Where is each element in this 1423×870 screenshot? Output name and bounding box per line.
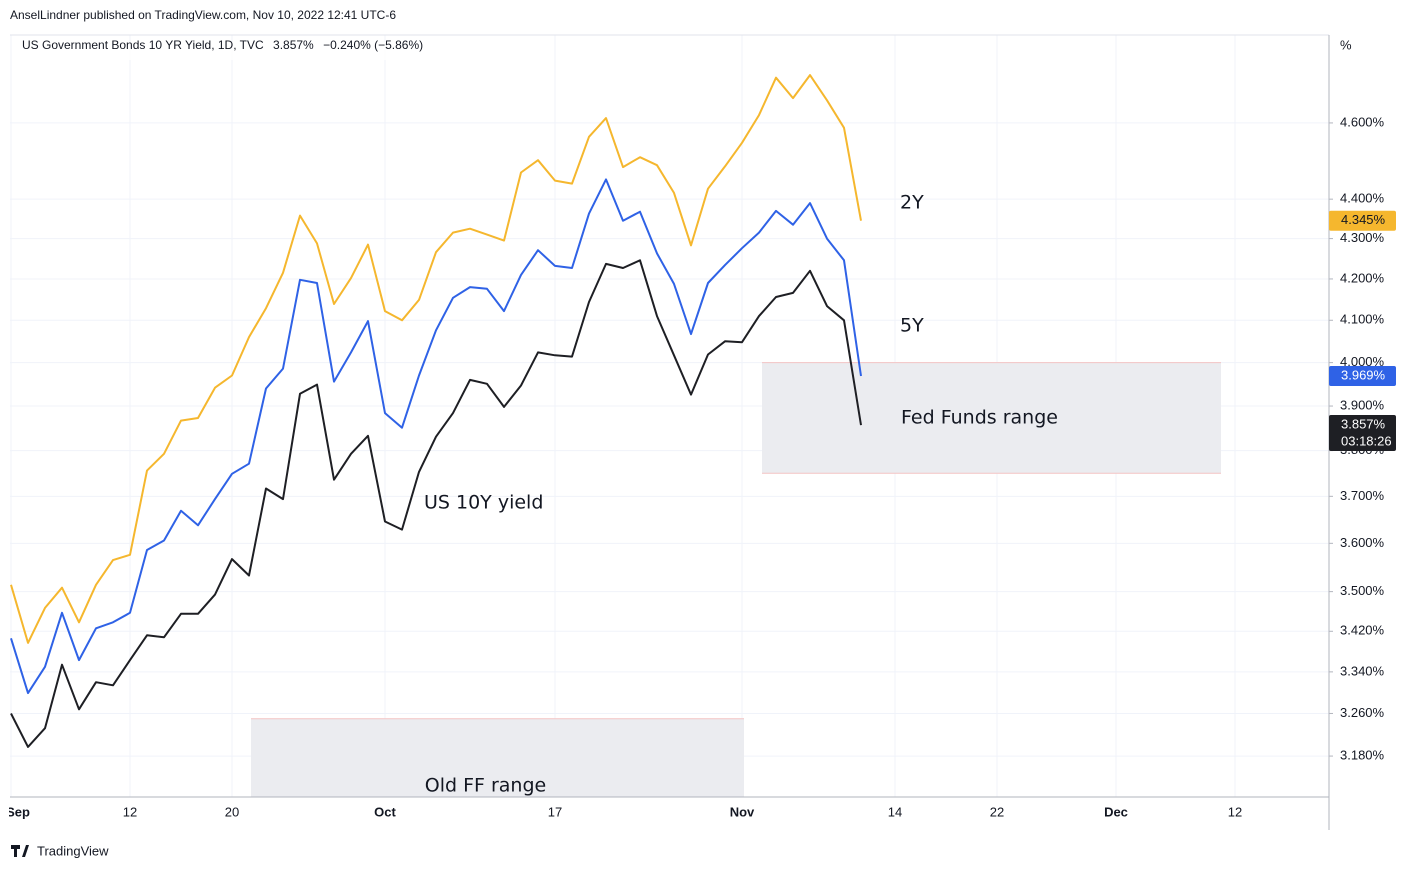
series-annotation: 2Y bbox=[900, 192, 924, 214]
lines bbox=[10, 74, 862, 748]
series-annotation: US 10Y yield bbox=[424, 492, 543, 514]
price-badge bbox=[1329, 210, 1396, 231]
countdown: 03:18:26 bbox=[1341, 433, 1392, 448]
range-label: Old FF range bbox=[425, 775, 546, 797]
x-tick-label: 12 bbox=[123, 804, 137, 819]
brand: TradingView bbox=[37, 843, 109, 858]
x-tick-label: 12 bbox=[1228, 804, 1242, 819]
x-tick-label: Oct bbox=[374, 804, 396, 819]
y-tick-label: 3.600% bbox=[1340, 535, 1385, 550]
publisher: AnselLindner published on TradingView.co… bbox=[10, 8, 396, 22]
x-tick-label: 22 bbox=[990, 804, 1004, 819]
price-unit: % bbox=[1340, 37, 1352, 52]
price-badge-label: 4.345% bbox=[1341, 212, 1386, 227]
y-tick-label: 4.000% bbox=[1340, 354, 1385, 369]
y-tick-label: 3.260% bbox=[1340, 705, 1385, 720]
x-tick-label: Nov bbox=[730, 804, 755, 819]
logo-icon bbox=[11, 845, 29, 857]
y-tick-label: 4.400% bbox=[1340, 191, 1385, 206]
brand-logo: TradingView bbox=[11, 843, 109, 858]
y-tick-label: 3.340% bbox=[1340, 663, 1385, 678]
legend-bg bbox=[20, 42, 450, 60]
x-tick-label: Sep bbox=[6, 804, 30, 819]
y-tick-label: 3.180% bbox=[1340, 748, 1385, 763]
y-tick-label: 4.600% bbox=[1340, 114, 1385, 129]
y-tick-label: 4.300% bbox=[1340, 230, 1385, 245]
symbol-price: 3.857% bbox=[273, 38, 314, 52]
range-box bbox=[251, 718, 744, 797]
y-tick-label: 4.200% bbox=[1340, 270, 1385, 285]
x-tick-label: 20 bbox=[225, 804, 239, 819]
series-annotation: 5Y bbox=[900, 315, 924, 337]
range-label: Fed Funds range bbox=[901, 406, 1058, 428]
x-tick-label: 14 bbox=[888, 804, 902, 819]
price-badge-label: 3.969% bbox=[1341, 367, 1386, 382]
y-tick-label: 3.420% bbox=[1340, 623, 1385, 638]
price-badge-label: 3.857% bbox=[1341, 416, 1386, 431]
y-tick-label: 3.500% bbox=[1340, 583, 1385, 598]
y-tick-label: 4.100% bbox=[1340, 312, 1385, 327]
price-axis: 4.600% 4.400% 4.300% 4.200% 4.100% 4.000% 3.90… bbox=[1329, 114, 1385, 763]
series-line bbox=[10, 178, 862, 695]
series-line bbox=[10, 74, 862, 644]
ranges: Fed Funds range Old FF range bbox=[251, 362, 1221, 797]
y-tick-label: 3.700% bbox=[1340, 488, 1385, 503]
price-badges: 4.345% 3.969% 3.857% 03:18:26 bbox=[1329, 210, 1396, 452]
range-box bbox=[762, 362, 1221, 474]
symbol-title: US Government Bonds 10 YR Yield, 1D, TVC… bbox=[22, 38, 423, 52]
price-badge bbox=[1329, 365, 1396, 386]
price-badge bbox=[1329, 415, 1396, 452]
x-tick-label: Dec bbox=[1104, 804, 1128, 819]
time-axis: Sep 12 20 Oct 17 Nov 14 22 Dec 12 bbox=[6, 804, 1242, 819]
symbol-change: −0.240% (−5.86%) bbox=[323, 38, 423, 52]
symbol-name: US Government Bonds 10 YR Yield, 1D, TVC bbox=[22, 38, 264, 52]
x-tick-label: 17 bbox=[548, 804, 562, 819]
y-tick-label: 3.900% bbox=[1340, 397, 1385, 412]
series-line bbox=[10, 259, 862, 748]
